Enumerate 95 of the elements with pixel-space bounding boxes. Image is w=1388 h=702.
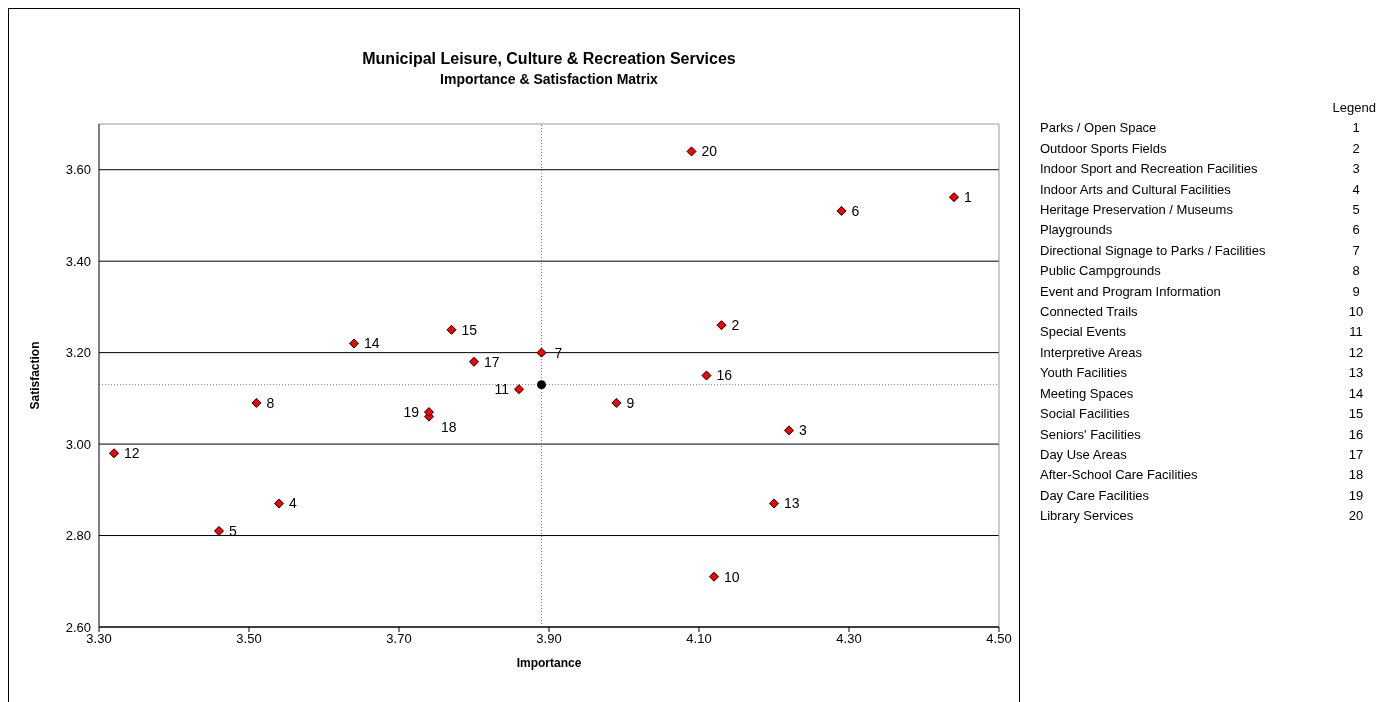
- text: 10: [1348, 304, 1364, 320]
- annotation: 6: [851, 202, 860, 219]
- annotation: 8: [266, 394, 275, 411]
- text: Indoor Arts and Cultural Facilities: [1040, 180, 1231, 199]
- x-tick-label: 3.70: [386, 631, 412, 647]
- text: Public Campgrounds: [1040, 262, 1161, 281]
- text: 12: [1348, 344, 1364, 360]
- text: 2: [1352, 140, 1360, 156]
- point: [214, 525, 224, 536]
- point: [784, 425, 794, 436]
- annotation: 10: [724, 568, 740, 585]
- annotation: 9: [626, 394, 635, 411]
- x-axis-title: Importance: [516, 656, 582, 670]
- text: Social Facilities: [1040, 405, 1130, 424]
- text: Outdoor Sports Fields: [1040, 139, 1167, 158]
- point: [611, 397, 622, 408]
- legend-title: Legend: [1331, 99, 1376, 117]
- point: [836, 205, 847, 216]
- point: [709, 571, 719, 582]
- annotation: 2: [731, 317, 740, 334]
- text: Heritage Preservation / Museums: [1040, 201, 1233, 220]
- point: [446, 324, 457, 335]
- point: [716, 320, 727, 331]
- text: Event and Program Information: [1040, 282, 1221, 301]
- annotation: 5: [229, 522, 237, 539]
- point: [274, 498, 284, 509]
- chart-title: Municipal Leisure, Culture & Recreation Services: [361, 50, 737, 68]
- x-tick-label: 3.50: [236, 631, 262, 647]
- annotation: 13: [784, 495, 800, 512]
- text: Library Services: [1040, 507, 1134, 526]
- text: Day Use Areas: [1040, 445, 1127, 464]
- y-tick-label: 3.40: [65, 253, 91, 269]
- chart-subtitle: Importance & Satisfaction Matrix: [439, 71, 659, 87]
- text: 4: [1352, 181, 1360, 197]
- annotation: 18: [441, 418, 457, 435]
- text: Indoor Sport and Recreation Facilities: [1040, 160, 1258, 179]
- y-tick-label: 3.00: [65, 436, 91, 452]
- text: 20: [1348, 508, 1364, 524]
- text: Interpretive Areas: [1040, 343, 1142, 362]
- text: 13: [1348, 365, 1364, 381]
- point: [251, 397, 262, 408]
- y-tick-label: 2.80: [65, 528, 91, 544]
- text: 6: [1352, 222, 1360, 238]
- text: 11: [1349, 324, 1363, 340]
- point: [686, 146, 697, 157]
- text: 14: [1348, 385, 1364, 401]
- text: 3: [1352, 161, 1360, 177]
- x-tick-label: 4.50: [986, 631, 1012, 647]
- annotation: 19: [403, 403, 420, 420]
- point: [514, 384, 524, 395]
- text: 16: [1348, 426, 1364, 442]
- text: Day Care Facilities: [1040, 486, 1150, 505]
- annotation: 17: [484, 353, 500, 370]
- text: 19: [1348, 487, 1364, 503]
- text: 17: [1348, 446, 1364, 462]
- text: Youth Facilities: [1040, 364, 1127, 383]
- annotation: 14: [364, 335, 380, 352]
- text: 5: [1352, 202, 1360, 218]
- point: [769, 498, 779, 509]
- point: [424, 407, 434, 418]
- y-tick-label: 3.20: [65, 345, 91, 361]
- x-tick-label: 3.90: [536, 631, 562, 647]
- point: [349, 338, 359, 349]
- point: [701, 370, 712, 381]
- text: Special Events: [1040, 323, 1126, 342]
- point: [109, 448, 119, 459]
- text: 7: [1352, 242, 1360, 258]
- point: [536, 347, 547, 358]
- text: 8: [1352, 263, 1360, 279]
- text: Directional Signage to Parks / Facilities: [1040, 241, 1266, 260]
- text: Seniors' Facilities: [1040, 425, 1141, 444]
- x-tick-label: 4.30: [836, 631, 862, 647]
- text: Parks / Open Space: [1040, 119, 1157, 138]
- point: [537, 380, 546, 390]
- annotation: 20: [701, 143, 718, 160]
- annotation: 12: [124, 445, 140, 462]
- y-axis-title: Satisfaction: [28, 341, 43, 410]
- annotation: 1: [964, 189, 972, 206]
- text: Playgrounds: [1040, 221, 1113, 240]
- text: 15: [1348, 406, 1364, 422]
- annotation: 3: [799, 422, 807, 439]
- y-tick-label: 3.60: [65, 162, 91, 178]
- text: 18: [1348, 467, 1364, 483]
- text: 1: [1352, 120, 1360, 136]
- annotation: 16: [716, 367, 733, 384]
- text: Meeting Spaces: [1040, 384, 1134, 403]
- text: 9: [1352, 283, 1360, 299]
- text: After-School Care Facilities: [1040, 466, 1198, 485]
- annotation: 15: [461, 321, 478, 338]
- point: [949, 192, 959, 203]
- annotation: 11: [494, 381, 510, 398]
- x-tick-label: 4.10: [686, 631, 712, 647]
- text: Connected Trails: [1040, 303, 1138, 322]
- point: [469, 356, 479, 367]
- annotation: 4: [289, 495, 297, 512]
